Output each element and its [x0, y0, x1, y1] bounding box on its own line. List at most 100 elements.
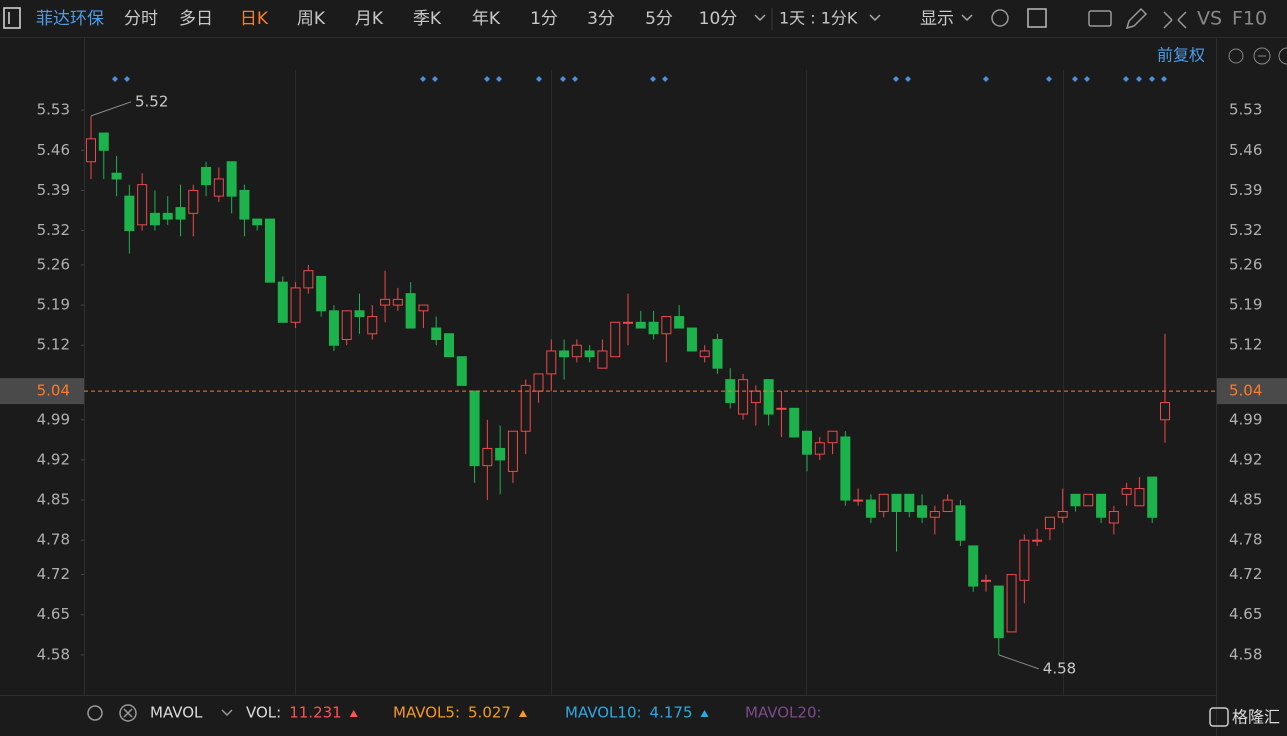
- y-tick-label: 4.58: [37, 645, 70, 663]
- signal-marker: [560, 76, 566, 82]
- candle-body: [1134, 488, 1145, 507]
- candle-body: [290, 287, 301, 323]
- candle-body: [213, 178, 224, 197]
- camera-icon[interactable]: [1088, 10, 1112, 27]
- dropdown-arrow[interactable]: [869, 14, 881, 22]
- candle-body: [86, 138, 96, 163]
- period-tab[interactable]: 季K: [413, 9, 442, 29]
- high-leader: [90, 101, 132, 117]
- y-tick-label: 5.32: [37, 221, 70, 239]
- y2-tick-label: 5.19: [1229, 296, 1262, 314]
- period-tab[interactable]: 5分: [645, 9, 673, 29]
- candle-body: [648, 321, 659, 335]
- indicator-label: MAVOL10:: [565, 704, 642, 722]
- dropdown-arrow[interactable]: [754, 14, 766, 22]
- zoom-in-icon[interactable]: [1278, 47, 1287, 65]
- candle-body: [149, 212, 160, 226]
- candle-body: [1019, 539, 1030, 581]
- undo-icon[interactable]: [1228, 48, 1244, 64]
- period-select[interactable]: 1天 : 1分K: [779, 9, 858, 28]
- period-tab[interactable]: 1分: [530, 9, 558, 29]
- candle-body: [584, 350, 595, 358]
- candle-body: [201, 166, 212, 186]
- signal-marker: [893, 76, 899, 82]
- f10-button[interactable]: F10: [1232, 8, 1267, 30]
- period-tab[interactable]: 10分: [699, 9, 738, 29]
- candle-body: [265, 218, 275, 283]
- candle-body: [469, 390, 480, 467]
- fullscreen-icon[interactable]: [1163, 11, 1187, 29]
- low-marker-label: 4.58: [1043, 659, 1076, 677]
- candle-body: [175, 207, 186, 220]
- display-menu[interactable]: 显示: [920, 9, 954, 29]
- candle-body: [456, 356, 467, 386]
- period-tab[interactable]: 3分: [587, 9, 615, 29]
- period-tab[interactable]: 日K: [240, 9, 269, 29]
- y-tick-label: 4.85: [37, 491, 70, 509]
- indicator-label: MAVOL5:: [393, 704, 460, 722]
- candle-body: [1006, 574, 1017, 633]
- candle-body: [827, 430, 838, 444]
- y2-tick-label: 5.26: [1229, 255, 1262, 273]
- up-arrow: [349, 710, 358, 717]
- period-tab[interactable]: 月K: [355, 9, 384, 29]
- candle-body: [904, 493, 915, 513]
- candle-body: [328, 310, 339, 346]
- signal-marker: [1136, 76, 1142, 82]
- last-price-box: [1217, 378, 1287, 405]
- close-icon[interactable]: [119, 704, 137, 722]
- y2-tick-label: 5.46: [1229, 141, 1262, 159]
- indicator-name[interactable]: MAVOL: [150, 704, 203, 722]
- last-price-label: 5.04: [37, 382, 70, 400]
- dropdown-arrow[interactable]: [961, 14, 973, 22]
- watermark-logo: [1209, 707, 1229, 727]
- last-price-box: [0, 378, 84, 405]
- candle-body: [1108, 511, 1119, 524]
- last-price-label: 5.04: [1229, 382, 1262, 400]
- period-tab[interactable]: 分时: [124, 9, 158, 29]
- signal-marker: [1072, 76, 1078, 82]
- signal-marker: [536, 76, 542, 82]
- vs-button[interactable]: VS: [1197, 8, 1222, 30]
- candle-body: [111, 172, 122, 180]
- period-tab[interactable]: 多日: [179, 9, 213, 29]
- indicator-value: 5.027: [468, 704, 511, 722]
- high-marker-label: 5.52: [135, 92, 168, 110]
- candle-body: [482, 447, 493, 467]
- candle-body: [1121, 488, 1132, 495]
- indicator-dropdown[interactable]: [221, 709, 233, 717]
- close-icon-x: [123, 708, 133, 718]
- y2-tick-label: 4.78: [1229, 531, 1262, 549]
- low-leader: [998, 654, 1039, 670]
- period-tab[interactable]: 周K: [297, 9, 326, 29]
- candle-body: [674, 316, 685, 329]
- period-tab[interactable]: 年K: [472, 9, 501, 29]
- menu-icon[interactable]: [3, 7, 21, 29]
- candle-body: [1032, 539, 1043, 542]
- y-tick-label: 5.19: [37, 296, 70, 314]
- candle-body: [802, 430, 812, 455]
- settings-icon[interactable]: [991, 9, 1009, 27]
- draw-icon[interactable]: [1125, 7, 1148, 30]
- y-tick-label: 4.78: [37, 531, 70, 549]
- signal-marker: [124, 76, 130, 82]
- adjust-label[interactable]: 前复权: [1157, 46, 1205, 65]
- signal-marker: [662, 76, 668, 82]
- candle-body: [354, 310, 365, 318]
- signal-marker: [1046, 76, 1052, 82]
- signal-marker: [983, 76, 989, 82]
- color-icon[interactable]: [1027, 8, 1047, 28]
- stock-name[interactable]: 菲达环保: [36, 9, 104, 29]
- y-tick-label: 5.12: [37, 336, 70, 354]
- candle-body: [610, 321, 621, 358]
- y2-tick-label: 4.92: [1229, 450, 1262, 468]
- candle-body: [137, 184, 148, 226]
- candle-body: [955, 505, 966, 541]
- settings-icon[interactable]: [87, 705, 103, 721]
- zoom-out-icon[interactable]: [1253, 47, 1271, 65]
- candle-body: [699, 350, 710, 358]
- candle-body: [316, 275, 327, 312]
- signal-marker: [572, 76, 578, 82]
